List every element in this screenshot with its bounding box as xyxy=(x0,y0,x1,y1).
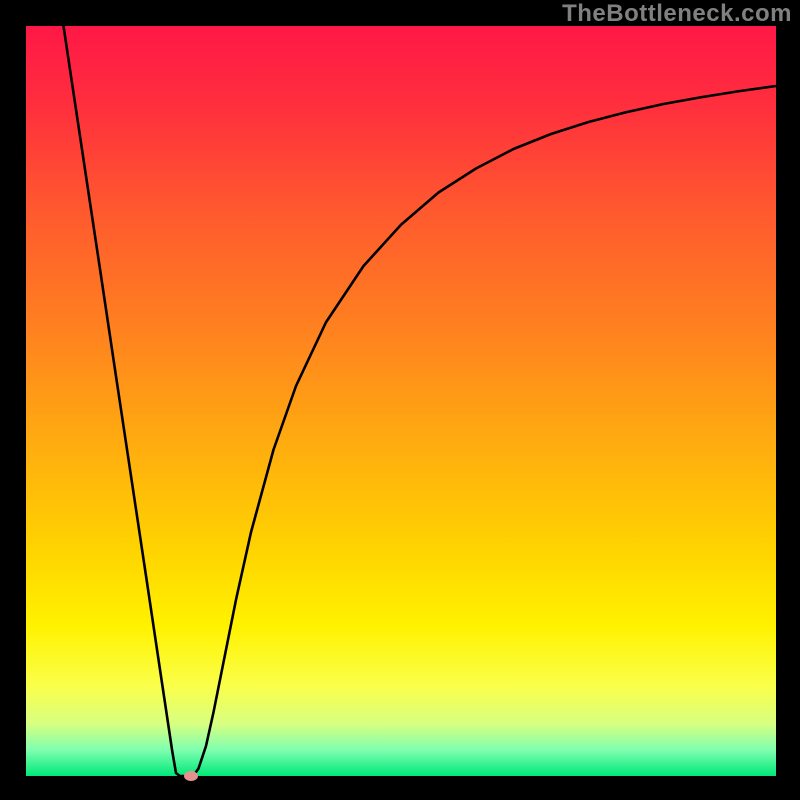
chart-svg xyxy=(0,0,800,800)
optimum-marker xyxy=(184,771,198,781)
chart-background xyxy=(26,26,776,776)
bottleneck-chart: TheBottleneck.com xyxy=(0,0,800,800)
watermark-text: TheBottleneck.com xyxy=(562,0,792,28)
